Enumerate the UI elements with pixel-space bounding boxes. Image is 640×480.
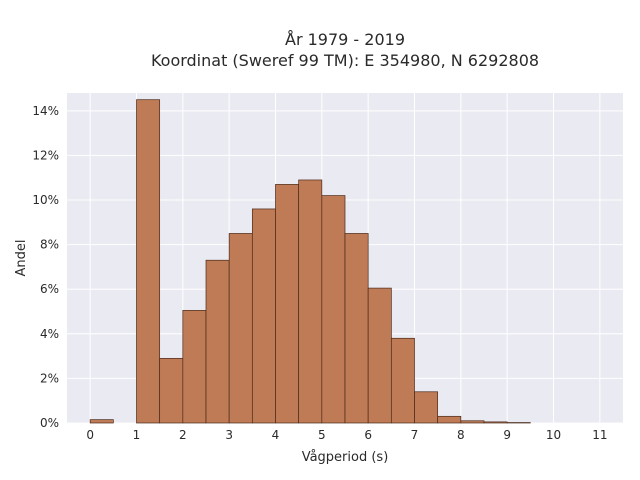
y-tick-label: 2% (40, 371, 59, 385)
x-tick-label: 8 (457, 428, 465, 442)
y-tick-label: 0% (40, 416, 59, 430)
x-tick-label: 7 (411, 428, 419, 442)
x-axis-ticks: 0 1 2 3 4 5 6 7 8 9 10 11 (86, 428, 607, 442)
bars (89, 99, 531, 424)
x-tick-label: 3 (225, 428, 233, 442)
chart-title-line-1: År 1979 - 2019 (285, 30, 405, 49)
histogram-bar (228, 233, 253, 424)
y-tick-label: 8% (40, 238, 59, 252)
histogram-bar (275, 184, 300, 424)
histogram-bar (321, 195, 346, 424)
histogram-bar (182, 310, 207, 424)
y-tick-label: 14% (32, 104, 59, 118)
histogram-bar (159, 357, 184, 424)
histogram-bar (437, 415, 462, 424)
x-axis-label: Vågperiod (s) (302, 450, 389, 465)
histogram-bar (483, 421, 508, 424)
x-tick-label: 1 (133, 428, 141, 442)
x-tick-label: 6 (364, 428, 372, 442)
histogram-bar (344, 233, 369, 424)
histogram-bar (251, 208, 276, 424)
x-tick-label: 9 (503, 428, 511, 442)
histogram-bar (205, 259, 230, 424)
x-tick-label: 2 (179, 428, 187, 442)
histogram-bar (367, 287, 392, 424)
histogram-bar (89, 419, 114, 424)
y-tick-label: 10% (32, 193, 59, 207)
x-tick-label: 11 (592, 428, 607, 442)
y-tick-label: 12% (32, 148, 59, 162)
y-tick-label: 6% (40, 282, 59, 296)
x-tick-label: 5 (318, 428, 326, 442)
y-axis-ticks: 0% 2% 4% 6% 8% 10% 12% 14% (32, 104, 59, 430)
histogram-bar (460, 420, 485, 424)
y-tick-label: 4% (40, 327, 59, 341)
histogram-bar (390, 337, 415, 424)
x-tick-label: 4 (272, 428, 280, 442)
histogram-bar (136, 99, 161, 424)
histogram-bar (298, 179, 323, 424)
x-tick-label: 0 (86, 428, 94, 442)
histogram-bar (414, 391, 439, 424)
y-axis-label: Andel (14, 240, 29, 277)
chart-title-line-2: Koordinat (Sweref 99 TM): E 354980, N 62… (151, 51, 539, 70)
x-tick-label: 10 (546, 428, 561, 442)
